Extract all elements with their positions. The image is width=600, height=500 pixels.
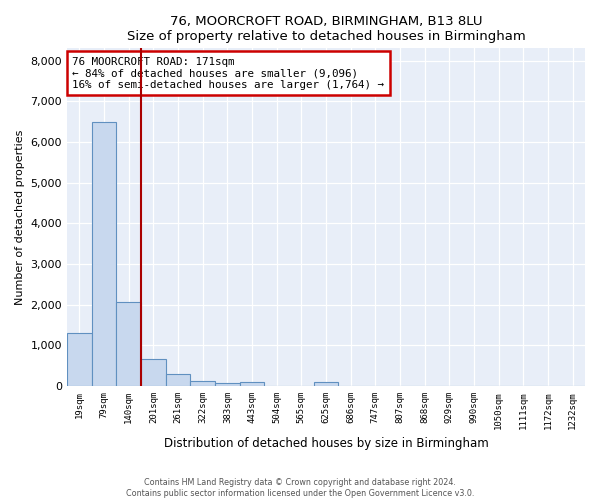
Bar: [190, 381, 215, 386]
Bar: [92, 122, 116, 386]
Text: 76 MOORCROFT ROAD: 171sqm
← 84% of detached houses are smaller (9,096)
16% of se: 76 MOORCROFT ROAD: 171sqm ← 84% of detac…: [72, 57, 384, 90]
Title: 76, MOORCROFT ROAD, BIRMINGHAM, B13 8LU
Size of property relative to detached ho: 76, MOORCROFT ROAD, BIRMINGHAM, B13 8LU …: [127, 15, 526, 43]
Bar: [239, 382, 265, 386]
X-axis label: Distribution of detached houses by size in Birmingham: Distribution of detached houses by size …: [164, 437, 488, 450]
Bar: [141, 358, 166, 386]
Text: Contains HM Land Registry data © Crown copyright and database right 2024.
Contai: Contains HM Land Registry data © Crown c…: [126, 478, 474, 498]
Bar: [116, 302, 141, 386]
Bar: [166, 374, 190, 386]
Bar: [215, 383, 239, 386]
Bar: [67, 334, 92, 386]
Y-axis label: Number of detached properties: Number of detached properties: [15, 130, 25, 305]
Bar: [314, 382, 338, 386]
